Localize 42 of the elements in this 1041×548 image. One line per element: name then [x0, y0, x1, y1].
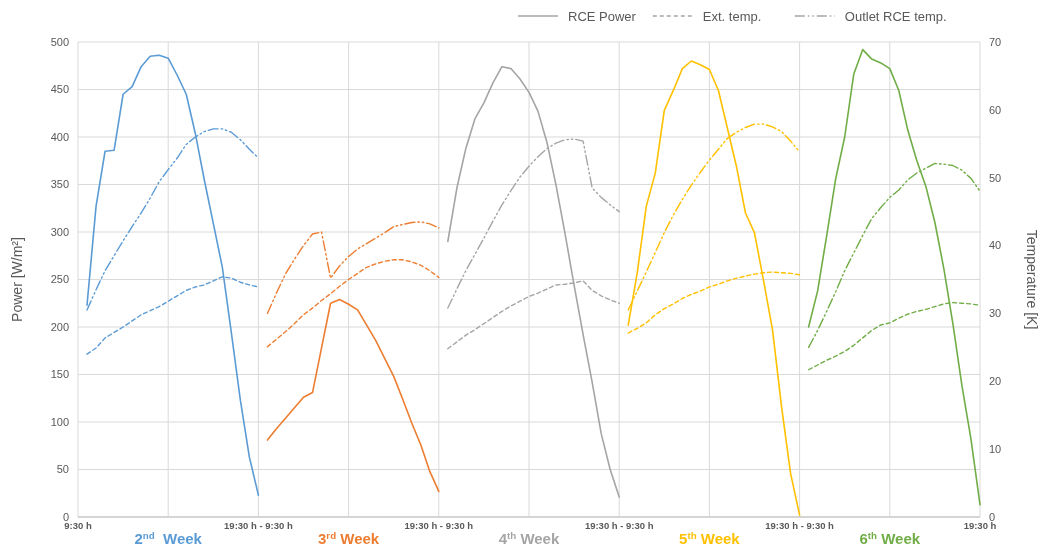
legend-label: Ext. temp. [702, 8, 762, 24]
legend-label: RCE Power [568, 8, 637, 24]
x-tick-label: 19:30 h - 9:30 h [584, 520, 654, 531]
y-tick-label: 500 [50, 35, 69, 48]
y2-tick-label: 0 [989, 510, 996, 523]
x-tick-label: 19:30 h - 9:30 h [765, 520, 835, 531]
y-tick-label: 300 [50, 225, 69, 238]
y-tick-label: 150 [50, 368, 69, 381]
y-tick-label: 400 [50, 130, 69, 143]
y2-axis-title: Temperature [K] [1024, 229, 1040, 330]
legend-label: Outlet RCE temp. [844, 8, 947, 24]
line-series [807, 48, 981, 506]
y2-tick-label: 40 [989, 239, 1002, 252]
x-tick-label: 19:30 h - 9:30 h [224, 520, 293, 531]
x-tick-label: 19:30 h [963, 520, 997, 531]
y2-tick-label: 20 [989, 375, 1002, 388]
line-series [86, 54, 260, 496]
y-tick-label: 350 [50, 178, 69, 191]
text: 6$^{th}$ Week [859, 529, 921, 547]
text: 4$^{th}$ Week [498, 529, 560, 547]
y2-tick-label: 60 [989, 103, 1002, 116]
y-tick-label: 50 [56, 463, 69, 476]
x-tick-label: 9:30 h [64, 520, 92, 531]
y-tick-label: 450 [50, 83, 69, 96]
text: 2$^{nd}$ Week [134, 529, 203, 547]
line-series [266, 259, 440, 348]
line-series [447, 65, 620, 498]
line-series [266, 221, 440, 315]
y2-tick-label: 10 [989, 442, 1002, 455]
x-tick-label: 19:30 h - 9:30 h [404, 520, 474, 531]
y-tick-label: 200 [50, 320, 69, 333]
text: 3$^{rd}$ Week [318, 529, 380, 547]
y-tick-label: 250 [50, 273, 69, 286]
y-tick-label: 0 [62, 510, 69, 523]
text: 5$^{th}$ Week [679, 529, 741, 547]
y2-tick-label: 70 [989, 35, 1002, 48]
line-series [627, 60, 801, 516]
line-series [266, 298, 440, 493]
y-tick-label: 100 [50, 415, 69, 428]
y2-tick-label: 50 [989, 171, 1002, 184]
y-axis-title: Power [W/m²] [9, 237, 25, 322]
y2-tick-label: 30 [989, 307, 1002, 320]
